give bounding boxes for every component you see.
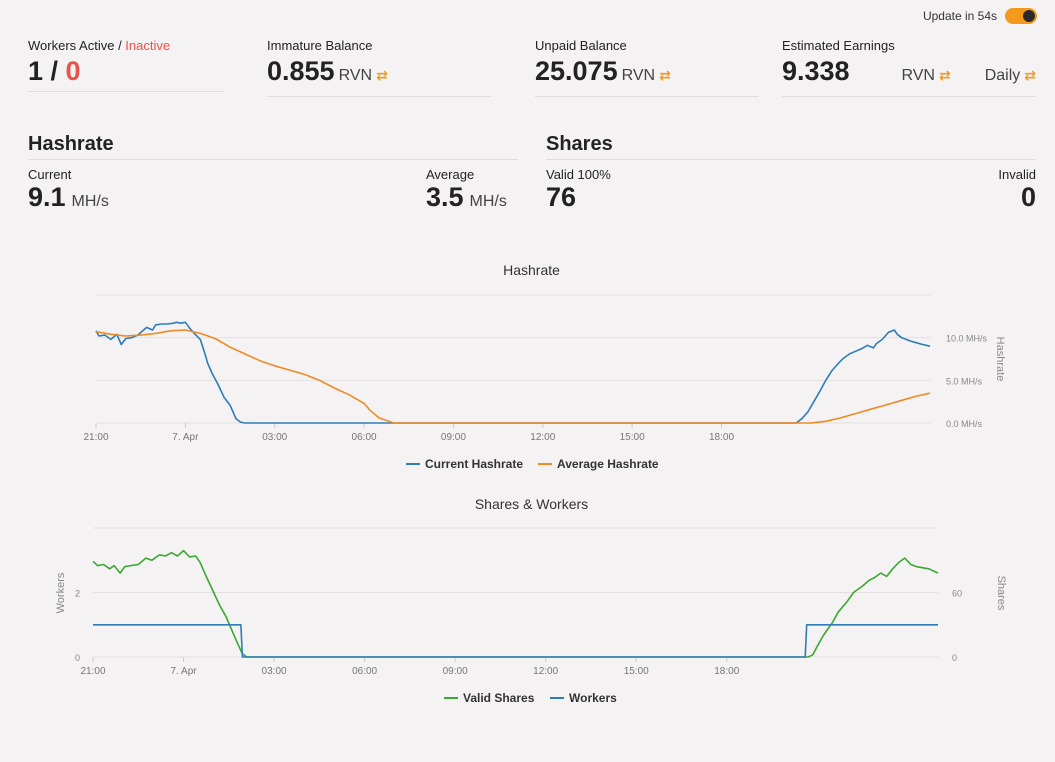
x-tick-label: 7. Apr xyxy=(172,432,199,443)
valid-shares-label: Valid 100% xyxy=(546,167,611,182)
estimated-earnings-value: 9.338 RVN ⇄ Daily ⇄ xyxy=(782,55,1036,92)
x-tick-label: 06:00 xyxy=(352,666,377,677)
x-tick-label: 03:00 xyxy=(262,432,287,443)
x-tick-label: 12:00 xyxy=(530,432,555,443)
x-tick-label: 09:00 xyxy=(441,432,466,443)
y-tick-label: 10.0 MH/s xyxy=(946,334,988,344)
earnings-period: Daily xyxy=(984,67,1021,84)
inactive-label: Inactive xyxy=(125,38,171,53)
average-hashrate-value: 3.5 MH/s xyxy=(426,182,507,212)
series-line-workers xyxy=(93,624,938,658)
x-tick-label: 7. Apr xyxy=(170,666,197,677)
currency-swap-icon[interactable]: ⇄ xyxy=(659,67,671,83)
unpaid-balance-label: Unpaid Balance xyxy=(535,38,627,53)
y-left-tick-label: 0 xyxy=(75,653,80,663)
workers-active-value: 1 / 0 xyxy=(28,56,81,86)
period-swap-icon[interactable]: ⇄ xyxy=(1024,67,1036,83)
legend-workers: Workers xyxy=(569,691,617,705)
y-left-tick-label: 2 xyxy=(75,589,80,599)
series-line-average-hashrate xyxy=(95,329,931,424)
hashrate-chart: 21:00 7. Apr 03:00 06:00 09:00 12:00 15:00 18:0… xyxy=(83,294,1006,471)
valid-shares: Valid 100% 76 xyxy=(546,167,611,213)
x-tick-label: 18:00 xyxy=(709,432,734,443)
unpaid-balance-value: 25.075 RVN ⇄ xyxy=(535,56,671,86)
immature-balance-stat: Immature Balance 0.855 RVN ⇄ xyxy=(267,38,491,97)
currency-unit: RVN xyxy=(901,67,935,84)
invalid-shares-label: Invalid xyxy=(998,167,1036,182)
average-hashrate: Average 3.5 MH/s xyxy=(426,167,507,213)
estimated-earnings-label: Estimated Earnings xyxy=(782,38,895,53)
currency-unit: RVN xyxy=(621,67,656,84)
immature-balance-label: Immature Balance xyxy=(267,38,373,53)
x-tick-label: 12:00 xyxy=(533,666,558,677)
workers-inactive-count: 0 xyxy=(65,56,81,86)
y-tick-label: 0.0 MH/s xyxy=(946,419,983,429)
y-axis-label: Hashrate xyxy=(994,337,1006,382)
currency-unit: RVN xyxy=(338,67,373,84)
current-hashrate-value: 9.1 MH/s xyxy=(28,182,109,212)
currency-swap-icon[interactable]: ⇄ xyxy=(938,67,951,83)
immature-balance-value: 0.855 RVN ⇄ xyxy=(267,56,388,86)
series-line-current-hashrate xyxy=(95,321,931,424)
current-hashrate: Current 9.1 MH/s xyxy=(28,167,109,213)
invalid-shares-value: 0 xyxy=(1020,182,1036,212)
legend-current-hashrate: Current Hashrate xyxy=(425,457,523,471)
legend-average-hashrate: Average Hashrate xyxy=(557,457,659,471)
valid-shares-value: 76 xyxy=(546,182,577,212)
y-right-axis-label: Shares xyxy=(995,576,1007,611)
update-countdown-label: Update in 54s xyxy=(922,9,997,23)
y-right-tick-label: 0 xyxy=(952,653,957,663)
legend-valid-shares: Valid Shares xyxy=(463,691,535,705)
y-tick-label: 5.0 MH/s xyxy=(946,376,983,386)
hashrate-section: Hashrate xyxy=(28,133,518,160)
x-tick-label: 06:00 xyxy=(352,432,377,443)
estimated-earnings-stat: Estimated Earnings 9.338 RVN ⇄ Daily ⇄ xyxy=(782,38,1036,97)
auto-update-toggle[interactable] xyxy=(1005,8,1037,24)
average-hashrate-label: Average xyxy=(426,167,475,182)
x-tick-label: 09:00 xyxy=(443,666,468,677)
currency-swap-icon[interactable]: ⇄ xyxy=(376,67,388,83)
x-tick-label: 21:00 xyxy=(83,432,108,443)
y-left-axis-label: Workers xyxy=(55,572,67,613)
shares-workers-chart: 21:00 7. Apr 03:00 06:00 09:00 12:00 15:00 18:0… xyxy=(55,527,1007,705)
invalid-shares: Invalid 0 xyxy=(998,167,1036,213)
toggle-knob xyxy=(1023,10,1035,22)
x-tick-label: 15:00 xyxy=(620,432,645,443)
x-tick-label: 15:00 xyxy=(624,666,649,677)
auto-update-control[interactable]: Update in 54s xyxy=(923,8,1037,24)
series-line-valid-shares xyxy=(92,549,939,658)
x-tick-label: 03:00 xyxy=(262,666,287,677)
shares-title: Shares xyxy=(546,133,613,155)
shares-section: Shares xyxy=(546,133,1036,160)
x-tick-label: 21:00 xyxy=(80,666,105,677)
x-tick-label: 18:00 xyxy=(714,666,739,677)
workers-active-stat: Workers Active / Inactive 1 / 0 xyxy=(28,38,224,92)
shares-workers-chart-title: Shares & Workers xyxy=(474,496,589,512)
hashrate-chart-title: Hashrate xyxy=(503,262,560,278)
workers-active-label: Workers Active / Inactive xyxy=(28,38,171,53)
unpaid-balance-stat: Unpaid Balance 25.075 RVN ⇄ xyxy=(535,38,759,97)
y-right-tick-label: 60 xyxy=(952,589,962,599)
current-hashrate-label: Current xyxy=(28,167,72,182)
hashrate-title: Hashrate xyxy=(28,133,114,155)
